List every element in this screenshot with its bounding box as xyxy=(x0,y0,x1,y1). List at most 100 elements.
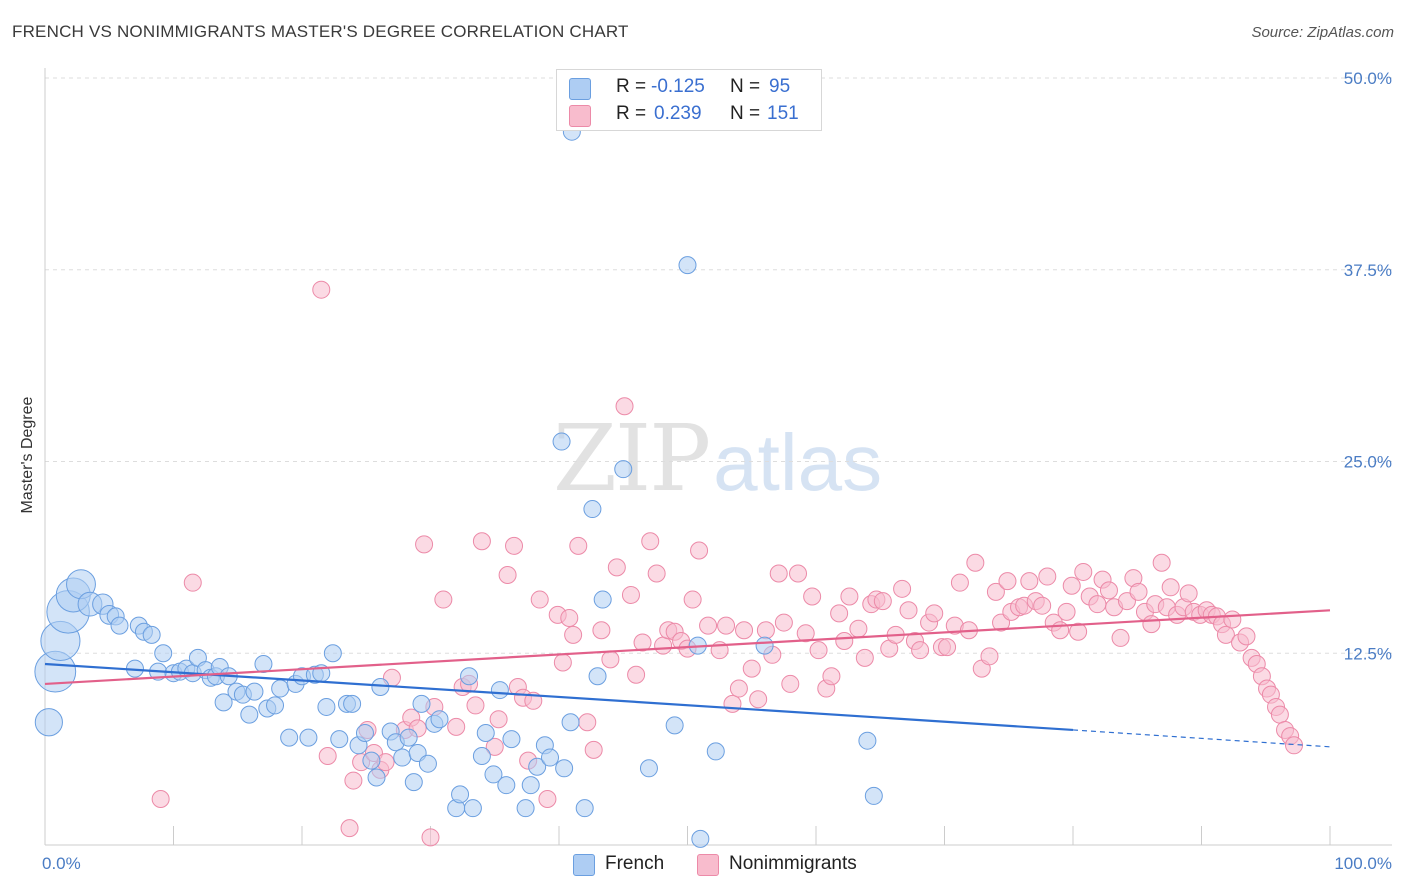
nonimmigrants-point xyxy=(578,713,597,732)
french-point xyxy=(588,667,607,686)
nonimmigrants-point xyxy=(1223,610,1242,629)
french-point xyxy=(490,681,509,700)
nonimmigrants-point xyxy=(415,535,434,554)
nonimmigrants-point xyxy=(690,541,709,560)
y-tick-label: 50.0% xyxy=(1344,69,1392,88)
watermark: ZIPatlas xyxy=(553,405,882,512)
watermark-zip: ZIP xyxy=(553,405,711,512)
french-point xyxy=(323,644,342,663)
nonimmigrants-point xyxy=(986,582,1005,601)
nonimmigrants-point xyxy=(318,747,337,766)
french-point xyxy=(34,708,63,737)
nonimmigrants-point xyxy=(1099,581,1118,600)
nonimmigrants-point xyxy=(592,621,611,640)
nonimmigrants-point xyxy=(1074,562,1093,581)
nonimmigrants-point xyxy=(729,679,748,698)
french-point xyxy=(451,785,470,804)
french-point xyxy=(691,829,710,848)
french-point xyxy=(266,696,285,715)
nonimmigrants-point xyxy=(615,397,634,416)
nonimmigrants-point xyxy=(569,536,588,555)
nonimmigrants-point xyxy=(1062,576,1081,595)
nonimmigrants-point xyxy=(564,625,583,644)
french-point xyxy=(593,590,612,609)
nonimmigrants-point xyxy=(183,573,202,592)
french-point xyxy=(528,757,547,776)
french-point xyxy=(343,694,362,713)
french-point xyxy=(330,730,349,749)
french-point xyxy=(142,625,161,644)
nonimmigrants-points xyxy=(151,280,1304,847)
trend-lines xyxy=(44,609,1331,748)
nonimmigrants-point xyxy=(621,585,640,604)
nonimmigrants-point xyxy=(312,280,331,299)
french-point xyxy=(497,776,516,795)
nonimmigrants-point xyxy=(538,789,557,808)
x-tick-label: 100.0% xyxy=(1334,854,1392,873)
french-point xyxy=(476,724,495,743)
nonimmigrants-point xyxy=(489,710,508,729)
nonimmigrants-point xyxy=(1020,572,1039,591)
french-point xyxy=(110,616,129,635)
nonimmigrants-point xyxy=(1142,615,1161,634)
nonimmigrants-point xyxy=(1069,622,1088,641)
nonimmigrants-point xyxy=(980,647,999,666)
french-point xyxy=(214,693,233,712)
french-legend-label: French xyxy=(605,853,665,874)
nonimmigrants-point xyxy=(855,648,874,667)
nonimmigrants-point xyxy=(633,633,652,652)
nonimmigrants-point xyxy=(553,653,572,672)
french-swatch xyxy=(569,78,591,100)
french-point xyxy=(472,747,491,766)
n-value: 95 xyxy=(769,76,791,97)
nonimmigrants-point xyxy=(447,717,466,736)
french-point xyxy=(858,731,877,750)
nonimmigrants-point xyxy=(1216,625,1235,644)
nonimmigrants-legend-swatch xyxy=(697,854,719,876)
nonimmigrants-point xyxy=(1152,553,1171,572)
n-label: N = xyxy=(730,76,761,97)
nonimmigrants-point xyxy=(584,740,603,759)
nonimmigrants-point xyxy=(1033,596,1052,615)
french-point xyxy=(371,677,390,696)
french-point xyxy=(317,697,336,716)
x-tick-label: 0.0% xyxy=(42,854,81,873)
nonimmigrants-point xyxy=(1270,705,1289,724)
y-tick-label: 25.0% xyxy=(1344,453,1392,472)
nonimmigrants-point xyxy=(1051,621,1070,640)
nonimmigrants-point xyxy=(735,621,754,640)
nonimmigrants-point xyxy=(925,604,944,623)
nonimmigrants-point xyxy=(774,613,793,632)
nonimmigrants-point xyxy=(835,631,854,650)
french-point xyxy=(678,256,697,275)
nonimmigrants-point xyxy=(769,564,788,583)
nonimmigrants-point xyxy=(803,587,822,606)
nonimmigrants-point xyxy=(683,590,702,609)
french-point xyxy=(460,667,479,686)
french-point xyxy=(362,751,381,770)
french-point xyxy=(665,716,684,735)
french-point xyxy=(412,694,431,713)
nonimmigrants-point xyxy=(472,532,491,551)
nonimmigrants-point xyxy=(899,601,918,620)
nonimmigrants-point xyxy=(560,608,579,627)
nonimmigrants-point xyxy=(849,619,868,638)
nonimmigrants-point xyxy=(654,636,673,655)
source-label: Source: ZipAtlas.com xyxy=(1251,24,1394,41)
nonimmigrants-point xyxy=(498,566,517,585)
french-point xyxy=(240,705,259,724)
french-point xyxy=(355,724,374,743)
nonimmigrants-point xyxy=(749,690,768,709)
nonimmigrants-point xyxy=(950,573,969,592)
n-label: N = xyxy=(730,103,761,124)
nonimmigrants-point xyxy=(485,737,504,756)
r-label: R = xyxy=(616,103,647,124)
nonimmigrants-point xyxy=(466,696,485,715)
nonimmigrants-point xyxy=(756,621,775,640)
nonimmigrants-point xyxy=(1237,627,1256,646)
french-point xyxy=(521,776,540,795)
nonimmigrants-point xyxy=(344,771,363,790)
french-points xyxy=(34,122,883,848)
french-point xyxy=(614,460,633,479)
nonimmigrants-point xyxy=(830,604,849,623)
